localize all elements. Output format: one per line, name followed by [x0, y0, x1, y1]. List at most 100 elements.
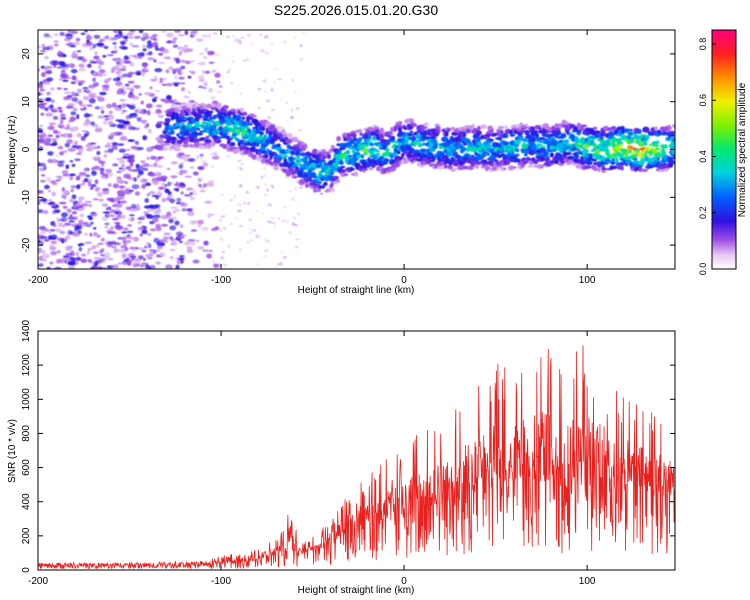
spectrogram-cell — [396, 132, 404, 137]
spectrogram-cell — [55, 155, 59, 158]
spectrogram-cell — [619, 162, 625, 166]
spectrogram-cell — [174, 220, 180, 226]
spectrogram-cell — [387, 134, 392, 138]
spectrogram-cell — [245, 191, 250, 194]
spectrogram-y-tick-label: -20 — [21, 237, 32, 252]
spectrogram-cell — [199, 79, 205, 82]
snr-x-tick-label: -200 — [28, 576, 48, 587]
spectrogram-cell — [256, 185, 260, 189]
spectrogram-cell — [106, 142, 112, 145]
spectrogram-cell — [658, 168, 666, 173]
spectrogram-cell — [42, 50, 46, 54]
spectrogram-cell — [103, 79, 110, 84]
spectrogram-cell — [49, 180, 56, 184]
spectrogram-cell — [255, 234, 260, 239]
spectrogram-cell — [476, 130, 482, 136]
spectrogram-cell — [123, 227, 129, 231]
spectrogram-cell — [44, 83, 51, 85]
spectrogram-cell — [358, 128, 363, 133]
spectrogram-cell — [137, 254, 145, 258]
spectrogram-cell — [359, 132, 363, 136]
spectrogram-x-tick-label: -200 — [28, 275, 48, 286]
snr-chart: -200 -100 0 100 0 200 400 600 800 1000 1200 1400 H… — [7, 319, 676, 596]
spectrogram-cell — [115, 196, 121, 202]
spectrogram-cell — [294, 91, 297, 95]
spectrogram-cell — [67, 147, 76, 152]
spectrogram-cell — [74, 140, 78, 145]
spectrogram-cell — [88, 216, 94, 221]
spectrogram-cell — [588, 137, 595, 141]
spectrogram-cell — [69, 175, 74, 181]
spectrogram-cell — [201, 159, 207, 163]
spectrogram-cell — [180, 224, 184, 229]
spectrogram-cell — [264, 174, 267, 178]
spectrogram-cell — [71, 163, 76, 167]
spectrogram-cell — [219, 237, 224, 241]
snr-x-ticks: -200 -100 0 100 — [28, 331, 596, 587]
spectrogram-cell — [88, 258, 92, 264]
spectrogram-cell — [437, 129, 441, 133]
spectrogram-cell — [263, 238, 266, 241]
spectrogram-cell — [517, 136, 523, 141]
spectrogram-cell — [127, 73, 133, 78]
spectrogram-cell — [126, 230, 134, 234]
spectrogram-cell — [203, 55, 208, 60]
spectrogram-cell — [195, 132, 203, 136]
spectrogram-cell — [60, 113, 66, 118]
spectrogram-x-tick-label: 100 — [579, 275, 596, 286]
spectrogram-cell — [181, 119, 187, 123]
spectrogram-cell — [155, 225, 162, 232]
spectrogram-cell — [43, 165, 47, 171]
spectrogram-cell — [155, 261, 161, 265]
spectrogram-cell — [543, 157, 551, 162]
spectrogram-cell — [291, 116, 294, 120]
spectrogram-cell — [258, 106, 261, 110]
spectrogram-cell — [117, 236, 123, 240]
spectrogram-cell — [134, 54, 139, 59]
spectrogram-cell — [78, 246, 83, 252]
spectrogram-cell — [175, 257, 180, 260]
spectrogram-cell — [210, 95, 216, 101]
spectrogram-cell — [66, 105, 74, 109]
spectrogram-cell — [88, 98, 96, 104]
spectrogram-cell — [126, 260, 132, 266]
spectrogram-cell — [131, 184, 140, 190]
spectrogram-cell — [237, 160, 242, 162]
spectrogram-cell — [231, 60, 235, 64]
spectrogram-cell — [141, 183, 146, 189]
spectrogram-cell — [439, 160, 445, 166]
spectrogram-cell — [57, 237, 64, 241]
spectrogram-cell — [554, 159, 559, 165]
spectrogram-cell — [585, 165, 592, 169]
spectrogram-cell — [69, 45, 76, 48]
spectrogram-cell — [142, 135, 148, 141]
spectrogram-cell — [277, 217, 280, 220]
spectrogram-cell — [152, 34, 158, 37]
spectrogram-cell — [189, 144, 195, 148]
spectrogram-cell — [48, 122, 57, 126]
spectrogram-cell — [46, 77, 54, 82]
spectrogram-cell — [631, 154, 638, 159]
spectrogram-cell — [38, 255, 43, 261]
spectrogram-cell — [263, 166, 266, 170]
spectrogram-cell — [620, 165, 624, 171]
spectrogram-cell — [93, 82, 99, 87]
spectrogram-cell — [280, 250, 283, 254]
spectrogram-cell — [189, 220, 197, 226]
spectrogram-cell — [291, 78, 294, 82]
spectrogram-cell — [330, 145, 335, 149]
spectrogram-cell — [212, 32, 218, 35]
spectrogram-cell — [58, 218, 66, 222]
spectrogram-cell — [592, 142, 597, 147]
spectrogram-cell — [106, 230, 115, 234]
spectrogram-cell — [38, 142, 41, 147]
spectrogram-cell — [49, 261, 54, 265]
spectrogram-cell — [85, 89, 91, 94]
spectrogram-cell — [206, 110, 214, 114]
spectrogram-cell — [40, 174, 46, 177]
spectrogram-cell — [83, 167, 88, 172]
spectrogram-cell — [206, 181, 214, 187]
spectrogram-cell — [662, 131, 667, 134]
spectrogram-cell — [353, 157, 359, 162]
spectrogram-cell — [514, 147, 520, 153]
